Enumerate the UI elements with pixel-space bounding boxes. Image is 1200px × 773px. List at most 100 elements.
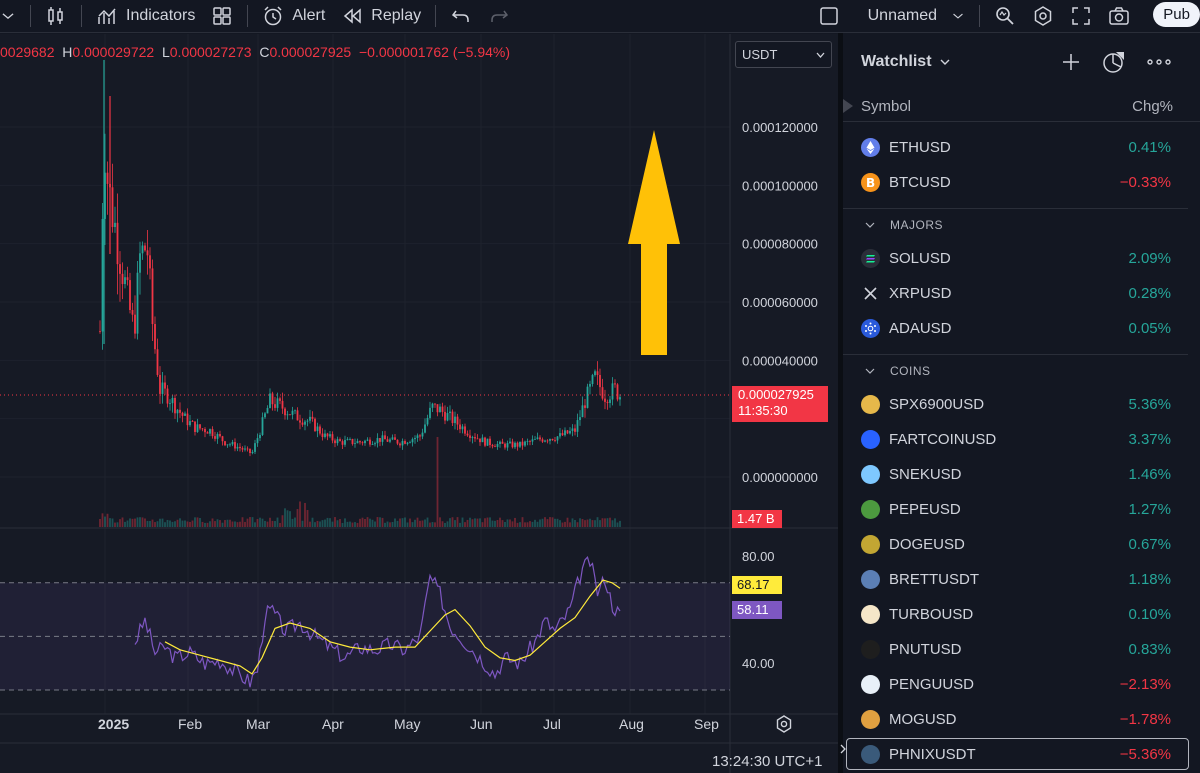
watchlist-row[interactable]: ADAUSD 0.05%: [843, 311, 1188, 346]
volume-bar: [274, 521, 276, 527]
volume-bar: [464, 522, 466, 527]
volume-bar: [249, 517, 251, 527]
candle-body: [349, 439, 351, 440]
volume-bar: [326, 517, 329, 527]
row-symbol: PNUTUSD: [889, 641, 962, 658]
candle-body: [571, 428, 574, 431]
volume-bar: [296, 509, 299, 527]
volume-bar: [619, 520, 621, 527]
alert-button[interactable]: Alert: [254, 0, 333, 33]
volume-bar: [396, 520, 399, 527]
resize-handle-icon[interactable]: [843, 99, 853, 113]
phnix-icon: [861, 745, 880, 764]
watchlist-row[interactable]: ETHUSD 0.41%: [843, 130, 1188, 165]
candle-body: [191, 421, 194, 422]
plus-icon[interactable]: [1061, 52, 1081, 72]
watchlist-row[interactable]: BRETTUSDT 1.18%: [843, 562, 1188, 597]
candle-body: [406, 442, 409, 444]
redo-button[interactable]: [480, 0, 518, 33]
watchlist-row[interactable]: MOGUSD −1.78%: [843, 702, 1188, 737]
watchlist-row[interactable]: PEPEUSD 1.27%: [843, 492, 1188, 527]
chart-type-button[interactable]: [37, 0, 75, 33]
watchlist-row[interactable]: B BTCUSD −0.33%: [843, 165, 1188, 200]
watchlist-row[interactable]: PHNIXUSDT −5.36%: [843, 737, 1188, 772]
candle-body: [176, 409, 179, 414]
volume-bar: [559, 520, 561, 527]
column-symbol[interactable]: Symbol: [861, 98, 912, 115]
snapshot-button[interactable]: [1100, 0, 1138, 33]
pane-divider[interactable]: [838, 33, 843, 773]
volume-bar: [529, 521, 531, 527]
volume-bar: [481, 522, 484, 527]
column-change[interactable]: Chg%: [1132, 98, 1173, 115]
volume-bar: [504, 521, 506, 527]
volume-bar: [564, 521, 566, 527]
candle-body: [466, 433, 469, 436]
volume-bar: [214, 521, 216, 527]
volume-bar: [394, 518, 396, 527]
quick-search-button[interactable]: [986, 0, 1024, 33]
volume-bar: [524, 522, 526, 527]
watchlist-row[interactable]: PENGUUSD −2.13%: [843, 667, 1188, 702]
volume-bar: [486, 517, 489, 527]
candle-body: [414, 437, 416, 440]
volume-bar: [414, 519, 416, 527]
volume-bar: [549, 517, 551, 527]
last-price: 0.000027925: [738, 387, 814, 402]
candle-body: [146, 250, 149, 256]
candle-body: [129, 280, 131, 311]
chevron-down-icon[interactable]: [940, 59, 950, 66]
watchlist-row[interactable]: SOLUSD 2.09%: [843, 241, 1188, 276]
volume-bar: [399, 518, 401, 527]
price-chart[interactable]: 0.000120000 0.000100000 0.000080000 0.00006…: [0, 34, 838, 773]
volume-bar: [194, 517, 196, 527]
watchlist-title[interactable]: Watchlist: [861, 53, 932, 70]
pie-chart-icon[interactable]: [1102, 50, 1126, 74]
candle-body: [124, 277, 126, 285]
undo-button[interactable]: [442, 0, 480, 33]
watchlist-row[interactable]: SNEKUSD 1.46%: [843, 457, 1188, 492]
volume-bar: [266, 521, 269, 527]
utc-clock[interactable]: 13:24:30 UTC+1: [712, 753, 823, 770]
candle-body: [616, 384, 619, 400]
volume-bar: [314, 522, 316, 527]
candle-body: [134, 314, 136, 334]
volume-bar: [199, 518, 201, 527]
volume-bar: [491, 520, 494, 527]
volume-bar: [251, 517, 254, 527]
volume-bar: [169, 520, 171, 527]
watchlist-row[interactable]: FARTCOINUSD 3.37%: [843, 422, 1188, 457]
settings-button[interactable]: [1024, 0, 1062, 33]
more-icon[interactable]: [1147, 59, 1171, 65]
indicators-button[interactable]: Indicators: [88, 0, 203, 33]
watchlist-row[interactable]: TURBOUSD 0.10%: [843, 597, 1188, 632]
volume-bar: [131, 518, 134, 527]
gear-icon[interactable]: [774, 714, 794, 734]
fullscreen-button[interactable]: [1062, 0, 1100, 33]
legend-close-key: C: [259, 44, 270, 60]
watchlist-section[interactable]: COINS: [843, 355, 1188, 387]
currency-select[interactable]: USDT: [735, 41, 832, 68]
watchlist-row[interactable]: XRPUSD 0.28%: [843, 276, 1188, 311]
replay-button[interactable]: Replay: [333, 0, 429, 33]
row-change: −0.33%: [1119, 174, 1171, 191]
candle-body: [266, 408, 269, 414]
watchlist-row[interactable]: DOGEUSD 0.67%: [843, 527, 1188, 562]
volume-bar: [281, 515, 284, 527]
layouts-button[interactable]: [203, 0, 241, 33]
volume-bar: [256, 518, 259, 527]
publish-button[interactable]: Pub: [1153, 1, 1200, 27]
volume-bar: [309, 521, 311, 527]
candle-body: [116, 222, 119, 265]
watchlist-section[interactable]: MAJORS: [843, 209, 1188, 241]
candle-body: [371, 444, 374, 445]
layout-name-dropdown[interactable]: Unnamed: [810, 0, 973, 33]
chart-pane[interactable]: 0.000120000 0.000100000 0.000080000 0.00006…: [0, 34, 838, 773]
watchlist-row[interactable]: SPX6900USD 5.36%: [843, 387, 1188, 422]
candle-body: [399, 443, 401, 446]
volume-bar: [371, 519, 374, 527]
interval-dropdown[interactable]: [0, 0, 24, 33]
candle-body: [441, 406, 444, 412]
rsi-line: [134, 556, 621, 688]
watchlist-row[interactable]: PNUTUSD 0.83%: [843, 632, 1188, 667]
